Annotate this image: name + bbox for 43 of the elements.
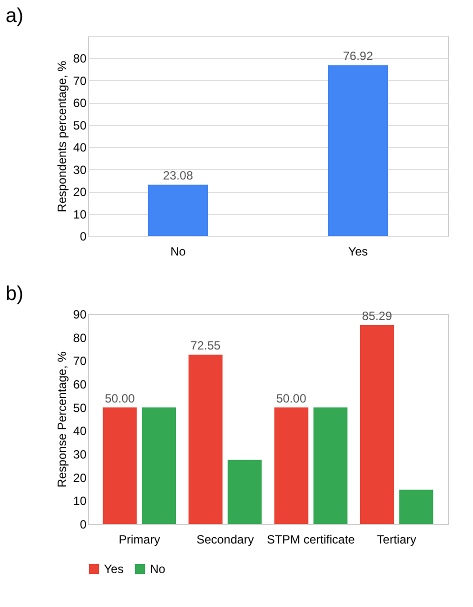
- chart-title: b): [6, 283, 24, 305]
- chart-title: a): [6, 5, 24, 27]
- x-tick-label: Secondary: [196, 532, 254, 546]
- y-tick-label: 80: [73, 330, 87, 345]
- bar: [228, 460, 262, 524]
- y-axis-title: Respondents percentage, %: [55, 60, 70, 212]
- y-tick-label: 10: [73, 207, 87, 222]
- y-tick-label: 0: [80, 230, 87, 244]
- y-tick-label: 10: [73, 494, 87, 508]
- y-tick-label: 50: [73, 400, 87, 415]
- x-tick-label: STPM certificate: [266, 532, 356, 546]
- bar: [142, 407, 176, 524]
- y-tick-label: 20: [73, 470, 87, 485]
- y-tick-label: 30: [73, 448, 87, 462]
- data-label: 85.29: [362, 308, 392, 323]
- x-tick-label: Primary: [118, 532, 160, 546]
- data-label: 50.00: [104, 391, 136, 406]
- y-tick-label: 30: [73, 162, 87, 177]
- bar: [399, 490, 434, 524]
- bar: [188, 354, 223, 524]
- y-tick-label: 60: [73, 96, 87, 110]
- y-tick-label: 90: [73, 308, 87, 322]
- x-tick-label: Tertiary: [376, 532, 416, 546]
- data-label: 72.55: [190, 338, 221, 353]
- y-tick-label: 80: [73, 52, 87, 66]
- data-label: 50.00: [276, 391, 307, 406]
- y-tick-label: 40: [73, 424, 87, 438]
- bar: [274, 407, 308, 524]
- data-label: 76.92: [342, 49, 374, 64]
- y-tick-label: 0: [80, 518, 87, 532]
- y-tick-label: 70: [73, 74, 87, 88]
- y-tick-label: 60: [73, 378, 87, 392]
- bar: [360, 324, 394, 524]
- legend-label: Yes: [104, 562, 124, 576]
- legend-label: No: [150, 562, 166, 576]
- bar: [313, 407, 348, 524]
- y-tick-label: 70: [73, 354, 87, 368]
- data-label: 23.08: [162, 168, 194, 183]
- y-axis-title: Response Percentage, %: [55, 351, 70, 488]
- y-tick-label: 20: [73, 185, 87, 200]
- bar: [102, 407, 137, 524]
- y-tick-label: 40: [73, 140, 87, 155]
- y-tick-label: 50: [73, 118, 87, 132]
